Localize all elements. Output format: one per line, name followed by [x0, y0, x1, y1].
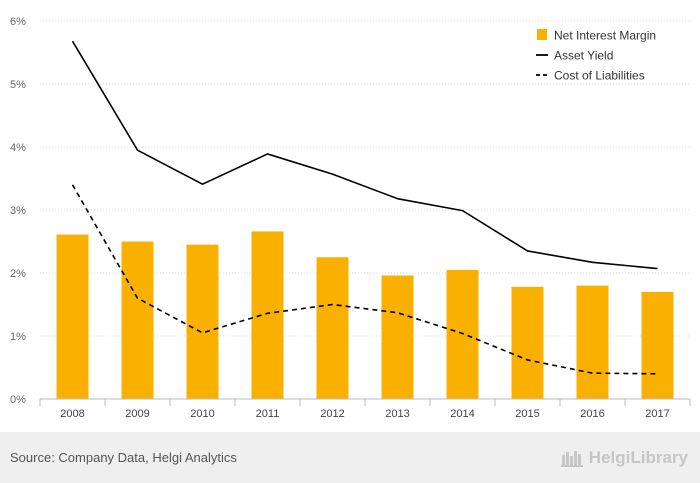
y-tick-label: 1% [10, 331, 26, 343]
line-series [71, 40, 658, 375]
bar [121, 241, 154, 399]
x-tick-label: 2009 [125, 408, 149, 420]
asset-yield-line [71, 40, 658, 270]
source-note: Source: Company Data, Helgi Analytics [10, 450, 237, 465]
legend-label: Cost of Liabilities [554, 69, 645, 83]
y-tick-label: 5% [10, 79, 26, 91]
x-tick-label: 2015 [515, 408, 539, 420]
y-tick-label: 6% [10, 16, 26, 28]
bar [446, 269, 479, 399]
x-tick-label: 2012 [320, 408, 344, 420]
x-tick-label: 2014 [450, 408, 474, 420]
x-tick-label: 2016 [580, 408, 604, 420]
chart-svg: 0%1%2%3%4%5%6% 2008 2009 2010 2011 2012 2013 2… [10, 16, 691, 420]
x-tick-label: 2010 [190, 408, 214, 420]
x-axis: 2008 2009 2010 2011 2012 2013 2014 2015 2016 2017 [39, 398, 691, 420]
bar [56, 234, 89, 399]
bar [186, 244, 219, 399]
bar [576, 285, 609, 399]
legend-label: Asset Yield [554, 49, 613, 63]
x-tick-label: 2013 [385, 408, 409, 420]
brand-logo: HelgiLibrary [560, 448, 688, 468]
legend-label: Net Interest Margin [554, 29, 656, 43]
bar [511, 286, 544, 399]
brand-name: HelgiLibrary [588, 448, 688, 467]
y-tick-label: 3% [10, 205, 26, 217]
y-tick-label: 0% [10, 394, 26, 406]
bar-series [56, 231, 674, 399]
bar [381, 275, 414, 399]
library-icon [560, 451, 583, 467]
bar [251, 231, 284, 399]
bar [641, 291, 674, 399]
y-tick-label: 4% [10, 142, 26, 154]
legend-swatch [537, 29, 547, 40]
y-tick-label: 2% [10, 268, 26, 280]
legend: Net Interest Margin Asset Yield Cost of Li… [536, 29, 656, 83]
x-tick-label: 2017 [645, 408, 669, 420]
footer: Source: Company Data, Helgi Analytics He… [0, 432, 700, 483]
cost-of-liabilities-line [71, 184, 658, 375]
bar [316, 257, 349, 399]
y-axis: 0% 1% 2% 3% 4% 5% 6% [10, 16, 26, 406]
x-tick-label: 2011 [256, 408, 280, 420]
x-tick-label: 2008 [60, 408, 84, 420]
